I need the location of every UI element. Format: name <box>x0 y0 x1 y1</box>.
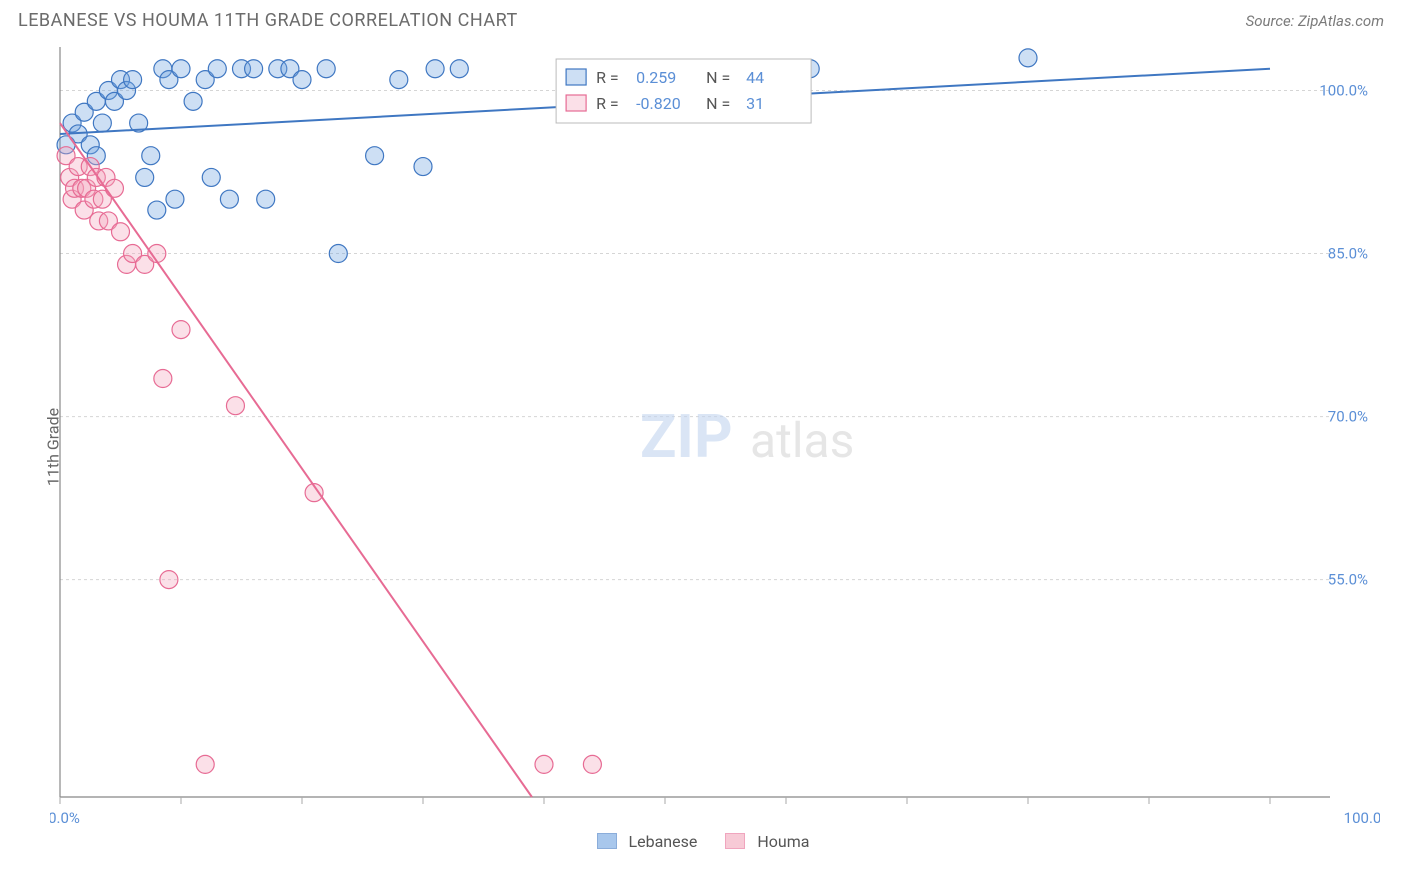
data-point <box>184 92 202 110</box>
watermark-atlas: atlas <box>750 412 854 469</box>
data-point <box>535 755 553 773</box>
data-point <box>112 223 130 241</box>
data-point <box>390 71 408 89</box>
data-point <box>293 71 311 89</box>
data-point <box>245 60 263 78</box>
data-point <box>414 158 432 176</box>
data-point <box>329 245 347 263</box>
data-point <box>148 201 166 219</box>
data-point <box>142 147 160 165</box>
data-point <box>220 190 238 208</box>
chart-title: LEBANESE VS HOUMA 11TH GRADE CORRELATION… <box>18 10 518 31</box>
watermark-zip: ZIP <box>640 401 733 472</box>
data-point <box>93 114 111 132</box>
trend-line <box>60 123 532 797</box>
data-point <box>172 321 190 339</box>
legend-label-lebanese: Lebanese <box>629 832 698 851</box>
chart-source: Source: ZipAtlas.com <box>1246 12 1384 30</box>
stat-box <box>556 59 811 123</box>
stat-n-label: N = <box>706 94 730 113</box>
y-tick-label: 70.0% <box>1328 408 1368 426</box>
stat-swatch <box>566 95 586 111</box>
data-point <box>105 179 123 197</box>
data-point <box>366 147 384 165</box>
stat-n-label: N = <box>706 68 730 87</box>
y-tick-label: 100.0% <box>1319 81 1368 99</box>
data-point <box>166 190 184 208</box>
stat-n-value: 31 <box>746 94 764 113</box>
data-point <box>226 397 244 415</box>
data-point <box>1019 49 1037 67</box>
bottom-legend: Lebanese Houma <box>0 832 1406 851</box>
data-point <box>583 755 601 773</box>
y-tick-label: 85.0% <box>1328 245 1368 263</box>
data-point <box>450 60 468 78</box>
data-point <box>124 71 142 89</box>
legend-swatch-houma <box>725 833 745 849</box>
data-point <box>172 60 190 78</box>
legend-swatch-lebanese <box>597 833 617 849</box>
data-point <box>257 190 275 208</box>
data-point <box>136 168 154 186</box>
data-point <box>208 60 226 78</box>
legend-item-houma: Houma <box>725 832 809 851</box>
data-point <box>154 370 172 388</box>
stat-swatch <box>566 69 586 85</box>
data-point <box>426 60 444 78</box>
x-tick-label: 0.0% <box>50 809 80 827</box>
stat-r-label: R = <box>596 68 619 87</box>
legend-item-lebanese: Lebanese <box>597 832 698 851</box>
stat-n-value: 44 <box>746 68 764 87</box>
stat-r-label: R = <box>596 94 619 113</box>
data-point <box>160 571 178 589</box>
plot-area: 11th Grade ZIP atlas R =0.259N =44R =-0.… <box>0 37 1406 857</box>
chart-header: LEBANESE VS HOUMA 11TH GRADE CORRELATION… <box>0 0 1406 37</box>
stat-r-value: -0.820 <box>636 94 681 113</box>
data-point <box>196 755 214 773</box>
x-tick-label: 100.0% <box>1344 809 1380 827</box>
legend-label-houma: Houma <box>757 832 809 851</box>
stat-r-value: 0.259 <box>636 68 676 87</box>
scatter-svg: ZIP atlas R = 0.259 N = 44 R = -0.820 N = 31 55… <box>50 37 1380 857</box>
y-tick-label: 55.0% <box>1328 571 1368 589</box>
data-point <box>202 168 220 186</box>
data-point <box>317 60 335 78</box>
